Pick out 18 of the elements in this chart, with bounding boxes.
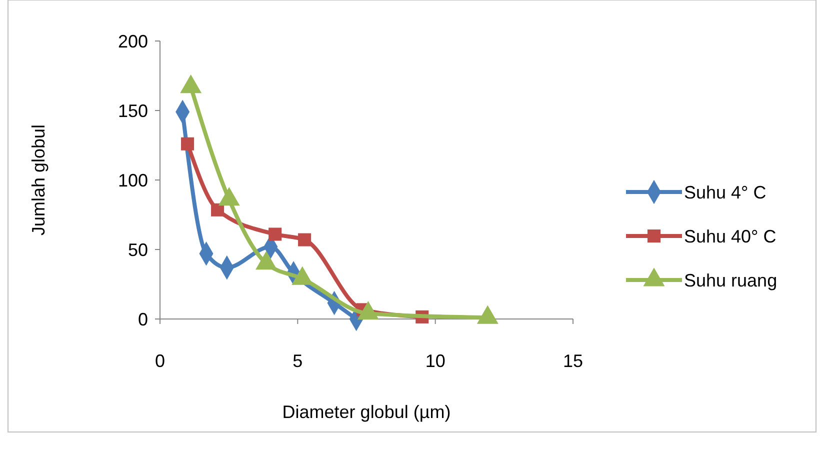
x-axis-title: Diameter globul (µm) [282, 402, 451, 422]
x-tick-label: 15 [562, 351, 584, 371]
y-tick-label: 50 [128, 240, 148, 260]
legend-label: Suhu 4° C [684, 182, 766, 202]
legend-label: Suhu 40° C [684, 226, 776, 246]
y-axis-title: Jumlah globul [28, 124, 48, 236]
y-tick-label: 200 [118, 31, 148, 52]
y-tick-label: 150 [118, 100, 148, 121]
point [268, 228, 282, 241]
point [211, 203, 224, 216]
legend-label: Suhu ruang [684, 270, 778, 290]
y-tick-label: 100 [118, 170, 148, 190]
x-tick-label: 10 [425, 351, 446, 371]
point [298, 233, 312, 246]
y-tick-label: 0 [138, 309, 148, 330]
point [181, 137, 194, 150]
x-tick-label: 5 [292, 351, 303, 371]
x-tick-label: 0 [154, 351, 166, 371]
